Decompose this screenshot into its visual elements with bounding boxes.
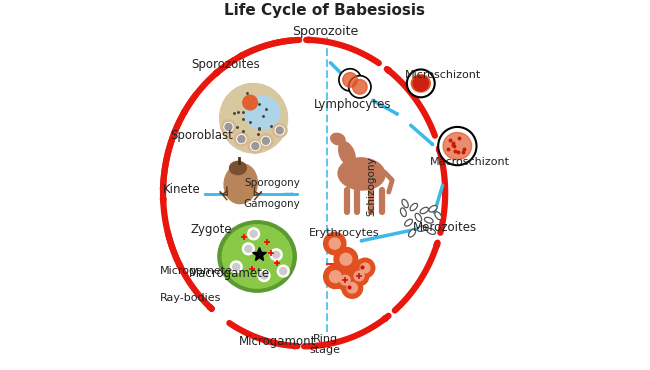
Circle shape — [324, 232, 346, 255]
Ellipse shape — [261, 137, 270, 145]
Ellipse shape — [415, 213, 422, 222]
Ellipse shape — [339, 142, 355, 166]
Ellipse shape — [242, 243, 254, 255]
Circle shape — [238, 136, 245, 142]
Ellipse shape — [224, 164, 257, 204]
Circle shape — [342, 278, 363, 298]
Text: Ray-bodies: Ray-bodies — [159, 293, 221, 303]
Ellipse shape — [245, 245, 252, 252]
Ellipse shape — [221, 120, 236, 134]
Ellipse shape — [435, 212, 441, 220]
Ellipse shape — [343, 73, 358, 87]
Ellipse shape — [429, 205, 437, 212]
Circle shape — [252, 142, 259, 149]
Circle shape — [329, 238, 341, 249]
Ellipse shape — [278, 265, 289, 277]
Ellipse shape — [243, 95, 257, 110]
Ellipse shape — [417, 226, 426, 232]
Ellipse shape — [220, 83, 287, 153]
Text: Ring
stage: Ring stage — [309, 334, 341, 355]
Text: Erythrocytes: Erythrocytes — [309, 228, 380, 238]
Circle shape — [225, 124, 232, 130]
Ellipse shape — [272, 124, 287, 137]
Title: Life Cycle of Babesiosis: Life Cycle of Babesiosis — [224, 3, 426, 18]
Ellipse shape — [237, 135, 246, 144]
Text: Kinete: Kinete — [163, 183, 201, 196]
Ellipse shape — [230, 261, 242, 273]
Ellipse shape — [248, 139, 263, 153]
Ellipse shape — [250, 231, 257, 237]
Ellipse shape — [331, 133, 345, 145]
Ellipse shape — [233, 263, 240, 270]
Ellipse shape — [234, 132, 249, 146]
Circle shape — [339, 69, 361, 91]
Text: Zygote: Zygote — [191, 223, 233, 236]
Text: Sporogony: Sporogony — [245, 178, 300, 188]
Circle shape — [341, 275, 350, 285]
Ellipse shape — [218, 221, 296, 292]
Circle shape — [335, 270, 355, 290]
Text: Microgamont: Microgamont — [239, 334, 317, 347]
Text: Gamogony: Gamogony — [244, 199, 300, 209]
Circle shape — [350, 266, 369, 286]
Ellipse shape — [424, 217, 433, 223]
Circle shape — [347, 283, 358, 293]
Ellipse shape — [410, 204, 417, 211]
Ellipse shape — [261, 272, 268, 279]
Circle shape — [340, 253, 352, 265]
Ellipse shape — [443, 132, 472, 159]
Ellipse shape — [409, 229, 415, 237]
Circle shape — [334, 248, 358, 271]
Ellipse shape — [224, 122, 233, 131]
Ellipse shape — [405, 219, 413, 226]
Ellipse shape — [258, 270, 270, 282]
Text: Macroschizont: Macroschizont — [430, 157, 510, 167]
Circle shape — [407, 70, 435, 97]
Ellipse shape — [229, 161, 246, 175]
Text: Sporoblast: Sporoblast — [170, 129, 233, 142]
Circle shape — [413, 76, 428, 91]
Circle shape — [438, 127, 476, 165]
Circle shape — [360, 263, 370, 273]
Ellipse shape — [420, 207, 428, 213]
Circle shape — [354, 271, 364, 281]
Circle shape — [348, 76, 371, 98]
Ellipse shape — [280, 268, 287, 275]
Ellipse shape — [402, 199, 408, 208]
Circle shape — [324, 265, 347, 289]
Ellipse shape — [411, 75, 430, 92]
Ellipse shape — [338, 158, 385, 190]
Text: Schizogony: Schizogony — [366, 156, 376, 216]
Ellipse shape — [427, 228, 436, 235]
Circle shape — [330, 271, 341, 283]
Circle shape — [263, 137, 269, 144]
Ellipse shape — [275, 126, 284, 135]
Ellipse shape — [222, 225, 292, 288]
Text: Macrogamete: Macrogamete — [188, 267, 270, 280]
Ellipse shape — [273, 251, 280, 258]
Text: Microschizont: Microschizont — [406, 70, 482, 80]
Circle shape — [276, 127, 283, 134]
Ellipse shape — [352, 80, 367, 94]
Ellipse shape — [270, 249, 282, 260]
Circle shape — [356, 258, 375, 278]
Ellipse shape — [251, 142, 260, 151]
Text: Microgamete: Microgamete — [159, 266, 233, 276]
Text: Merozoites: Merozoites — [413, 221, 477, 235]
Ellipse shape — [248, 228, 259, 240]
Ellipse shape — [245, 97, 280, 130]
Text: Sporozoites: Sporozoites — [191, 58, 260, 71]
Ellipse shape — [259, 134, 273, 148]
Text: Sporozoite: Sporozoite — [292, 25, 358, 38]
Text: Lymphocytes: Lymphocytes — [314, 98, 391, 111]
Ellipse shape — [400, 208, 406, 216]
